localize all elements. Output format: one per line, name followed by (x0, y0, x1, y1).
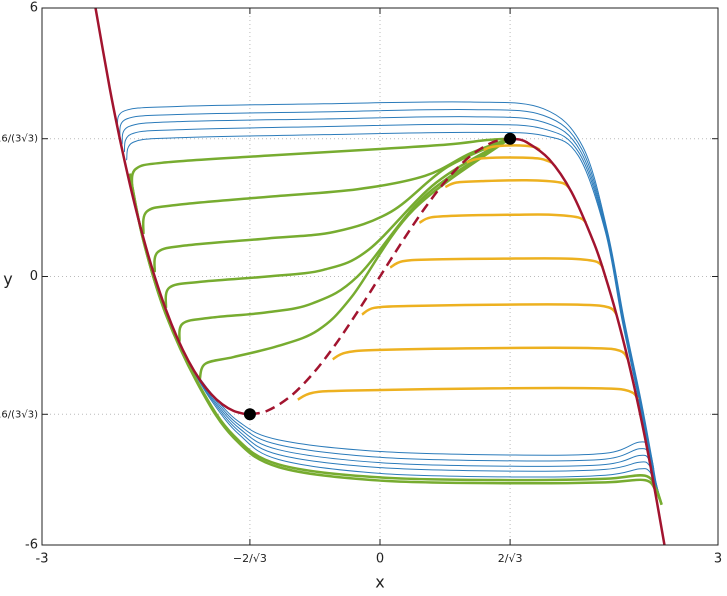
trajectory (332, 346, 629, 361)
trajectory (466, 156, 552, 164)
trajectory (164, 137, 511, 309)
axes: -3 −2/√3 0 2/√3 3 -6 −16/(3√3) 0 16/(3√3) 6 (0, 1, 722, 567)
trajectory (178, 137, 511, 342)
y-tick-label: 16/(3√3) (0, 134, 38, 145)
trajectory (116, 101, 655, 470)
y-tick-label: -6 (25, 538, 38, 553)
y-axis-label: y (3, 270, 12, 289)
y-tick-label: −16/(3√3) (0, 409, 38, 420)
x-tick-label: −2/√3 (233, 552, 267, 565)
trajectory (297, 386, 640, 401)
trajectory (418, 213, 588, 224)
y-tick-label: 6 (30, 1, 38, 16)
trajectory (141, 137, 511, 235)
trajectory (185, 358, 660, 496)
x-tick-label: 0 (376, 552, 384, 567)
trajectory (444, 178, 571, 189)
trajectory (126, 131, 653, 470)
trajectory (123, 123, 653, 470)
x-tick-label: 3 (714, 552, 722, 567)
fold-point (243, 408, 256, 421)
trajectory (121, 116, 654, 470)
x-tick-label: 2/√3 (498, 552, 523, 565)
trajectory (389, 257, 604, 269)
trajectory (94, 8, 250, 416)
plot-area (94, 8, 666, 545)
trajectory (249, 137, 511, 416)
trajectory (128, 173, 663, 506)
trajectory (153, 137, 511, 273)
trajectory (361, 303, 618, 316)
trajectory (185, 359, 660, 496)
x-tick-label: -3 (36, 552, 49, 567)
trajectory (510, 137, 666, 545)
trajectory (198, 137, 511, 380)
trajectory (130, 137, 510, 190)
x-axis-label: x (375, 573, 384, 592)
fold-point (504, 132, 517, 145)
trajectory (119, 108, 654, 470)
trajectory (185, 359, 660, 496)
y-tick-label: 0 (30, 269, 38, 284)
